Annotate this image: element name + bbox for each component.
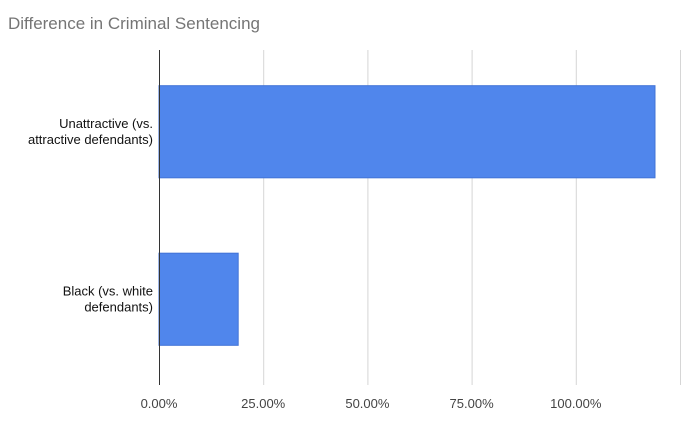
x-tick-label: 25.00% — [241, 396, 286, 411]
category-label: Unattractive (vs. — [59, 116, 153, 131]
x-tick-label: 75.00% — [450, 396, 495, 411]
bar — [158, 85, 656, 179]
category-label: attractive defendants) — [28, 132, 153, 147]
x-tick-label: 0.00% — [141, 396, 178, 411]
category-label: defendants) — [84, 299, 153, 314]
chart-title: Difference in Criminal Sentencing — [8, 14, 260, 33]
category-label: Black (vs. white — [63, 283, 153, 298]
x-tick-label: 100.00% — [550, 396, 602, 411]
bar — [158, 252, 239, 346]
x-tick-label: 50.00% — [345, 396, 390, 411]
